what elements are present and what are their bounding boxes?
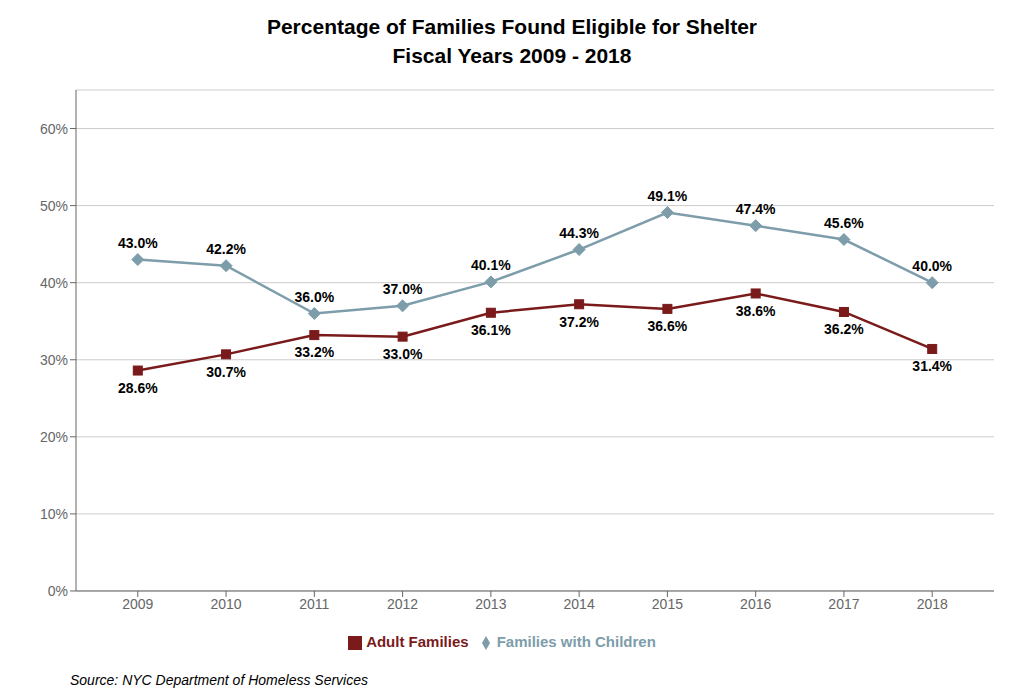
- svg-text:36.6%: 36.6%: [648, 318, 688, 334]
- svg-text:40.0%: 40.0%: [912, 258, 952, 274]
- svg-text:2009: 2009: [122, 596, 153, 612]
- html-text:Families with Children: Families with Children: [496, 633, 656, 650]
- svg-text:42.2%: 42.2%: [206, 241, 246, 257]
- svg-text:47.4%: 47.4%: [736, 201, 776, 217]
- svg-text:2015: 2015: [652, 596, 683, 612]
- svg-text:44.3%: 44.3%: [559, 225, 599, 241]
- svg-text:31.4%: 31.4%: [912, 358, 952, 374]
- svg-text:49.1%: 49.1%: [648, 188, 688, 204]
- svg-text:2018: 2018: [917, 596, 948, 612]
- svg-text:45.6%: 45.6%: [824, 215, 864, 231]
- svg-text:33.0%: 33.0%: [383, 346, 423, 362]
- svg-text:33.2%: 33.2%: [294, 344, 334, 360]
- svg-text:2016: 2016: [740, 596, 771, 612]
- svg-text:40%: 40%: [40, 275, 68, 291]
- svg-text:2013: 2013: [475, 596, 506, 612]
- html-text:Percentage of Families Found E: Percentage of Families Found Eligible fo…: [266, 15, 757, 68]
- svg-text:60%: 60%: [40, 121, 68, 137]
- svg-text:2010: 2010: [210, 596, 241, 612]
- svg-text:0%: 0%: [48, 583, 68, 599]
- svg-text:10%: 10%: [40, 506, 68, 522]
- svg-text:43.0%: 43.0%: [118, 235, 158, 251]
- html-text:Source: NYC Department of Home: Source: NYC Department of Homeless Servi…: [70, 672, 368, 688]
- svg-text:36.1%: 36.1%: [471, 322, 511, 338]
- svg-text:37.0%: 37.0%: [383, 281, 423, 297]
- svg-text:38.6%: 38.6%: [736, 303, 776, 319]
- html-text:Adult Families: Adult Families: [366, 633, 469, 650]
- svg-text:37.2%: 37.2%: [559, 314, 599, 330]
- svg-text:28.6%: 28.6%: [118, 380, 158, 396]
- svg-text:40.1%: 40.1%: [471, 257, 511, 273]
- svg-text:2011: 2011: [299, 596, 329, 612]
- svg-text:2014: 2014: [564, 596, 595, 612]
- svg-text:30.7%: 30.7%: [206, 364, 246, 380]
- svg-text:20%: 20%: [40, 429, 68, 445]
- svg-text:2017: 2017: [828, 596, 859, 612]
- svg-text:50%: 50%: [40, 198, 68, 214]
- svg-text:30%: 30%: [40, 352, 68, 368]
- svg-text:36.0%: 36.0%: [294, 289, 334, 305]
- svg-text:36.2%: 36.2%: [824, 321, 864, 337]
- svg-text:2012: 2012: [387, 596, 418, 612]
